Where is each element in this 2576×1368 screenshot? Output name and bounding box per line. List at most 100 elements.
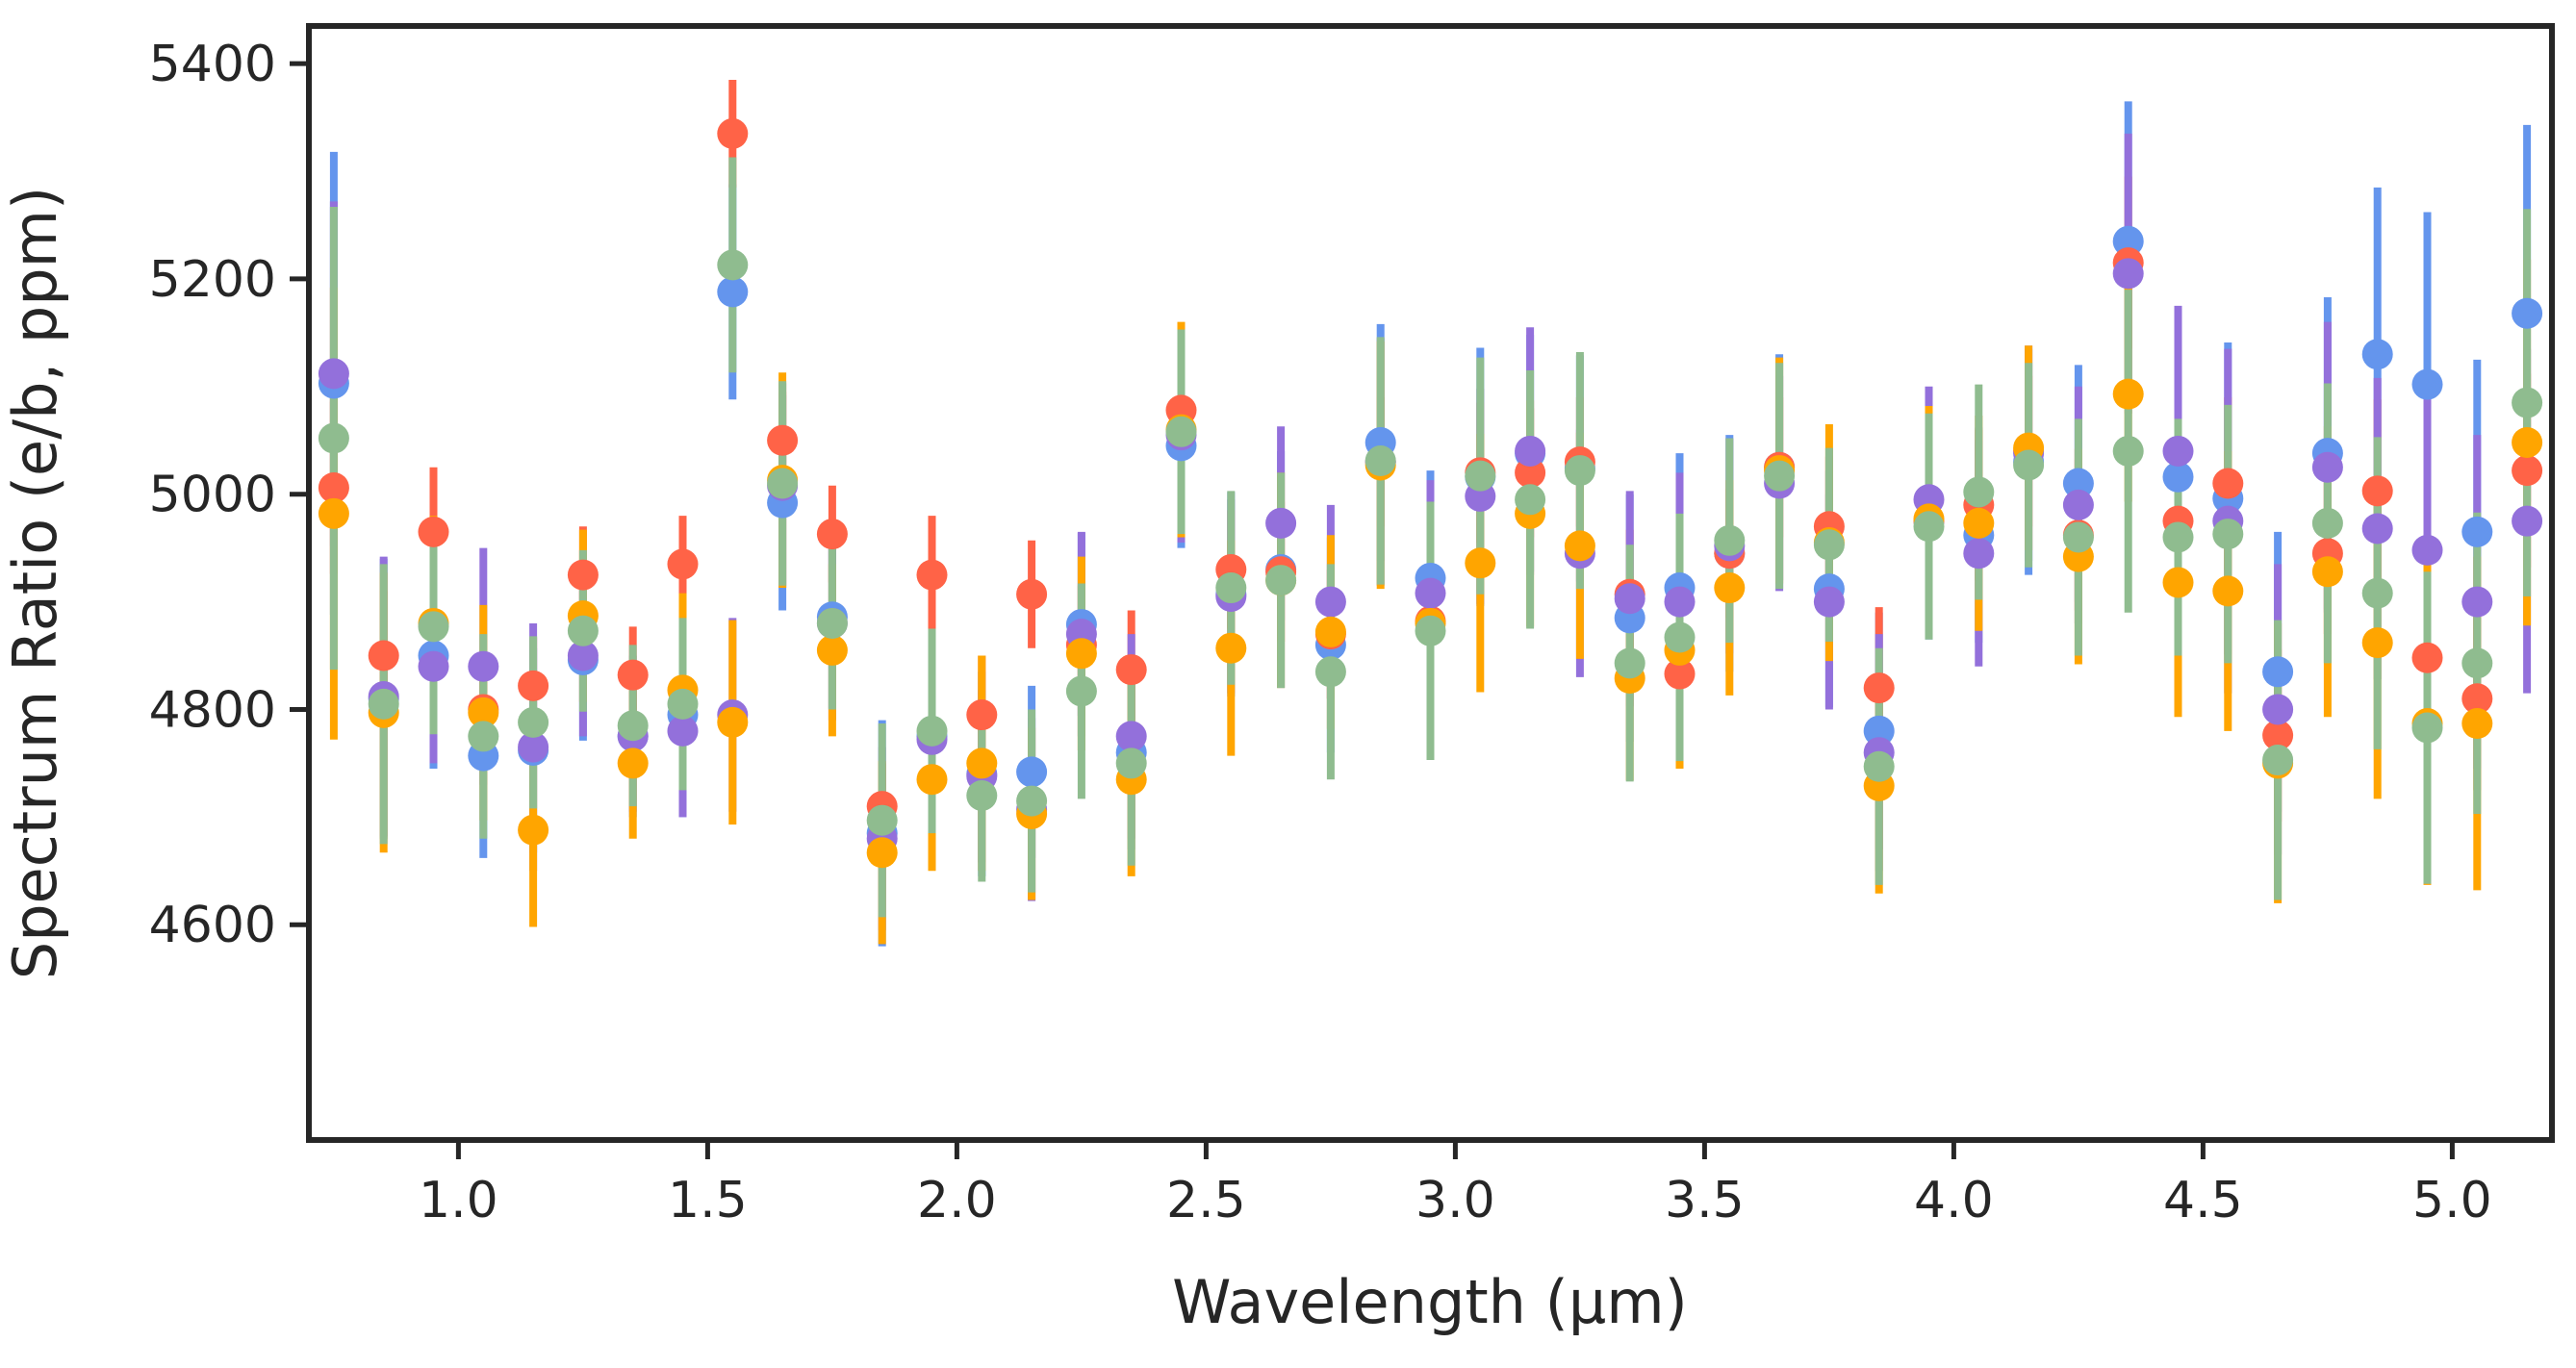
data-point xyxy=(2062,489,2094,520)
data-point xyxy=(2112,378,2144,410)
data-points xyxy=(318,117,2543,869)
data-point xyxy=(2262,694,2294,725)
x-axis-label: Wavelength (μm) xyxy=(1172,1267,1688,1337)
x-tick-label: 4.5 xyxy=(2163,1172,2243,1229)
data-point xyxy=(2512,455,2543,487)
data-point xyxy=(2512,426,2543,458)
data-point xyxy=(2013,449,2045,481)
data-point xyxy=(2162,461,2194,493)
data-point xyxy=(866,837,898,869)
y-tick-label: 4600 xyxy=(149,897,276,954)
data-point xyxy=(418,650,449,682)
data-point xyxy=(2411,642,2443,673)
x-tick-label: 1.5 xyxy=(668,1172,748,1229)
data-point xyxy=(1265,565,1297,596)
data-point xyxy=(1664,658,1696,690)
data-point xyxy=(916,715,948,747)
axis-ticks: 1.0 1.5 2.0 2.5 3.0 3.5 4.0 4.5 5.0 4600 4800 5000 5… xyxy=(149,36,2492,1229)
y-tick-label: 5200 xyxy=(149,251,276,309)
data-point xyxy=(1515,435,1546,467)
data-point xyxy=(2311,507,2343,539)
series-green-error-bars xyxy=(329,157,2532,918)
data-point xyxy=(518,670,549,701)
x-tick-label: 4.0 xyxy=(1914,1172,1994,1229)
data-point xyxy=(2461,708,2493,740)
x-tick-label: 3.5 xyxy=(1665,1172,1745,1229)
data-point xyxy=(518,706,549,738)
data-point xyxy=(617,747,649,779)
data-point xyxy=(2262,720,2294,751)
data-point xyxy=(617,659,649,691)
data-point xyxy=(1115,654,1147,686)
data-point xyxy=(1614,583,1645,615)
data-point xyxy=(1415,615,1446,646)
data-point xyxy=(2311,556,2343,588)
error-bars xyxy=(329,79,2532,947)
data-point xyxy=(1065,638,1097,670)
data-point xyxy=(1016,756,1048,788)
data-point xyxy=(368,688,399,720)
data-point xyxy=(1165,416,1197,447)
data-point xyxy=(2361,475,2393,507)
data-point xyxy=(2212,519,2244,550)
data-point xyxy=(916,764,948,796)
data-point xyxy=(2461,586,2493,618)
data-point xyxy=(318,471,349,503)
data-point xyxy=(418,516,449,547)
data-point xyxy=(1314,656,1346,688)
data-point xyxy=(966,779,998,811)
data-point xyxy=(2112,225,2144,257)
data-point xyxy=(1963,476,1995,508)
data-point xyxy=(1963,507,1995,539)
data-point xyxy=(1465,547,1496,579)
data-point xyxy=(1515,457,1546,489)
x-tick-label: 5.0 xyxy=(2412,1172,2492,1229)
data-point xyxy=(866,804,898,836)
data-point xyxy=(2212,468,2244,499)
data-point xyxy=(717,117,749,149)
data-point xyxy=(2361,627,2393,659)
data-point xyxy=(1365,445,1396,477)
data-point xyxy=(1813,586,1845,618)
data-point xyxy=(966,747,998,779)
data-point xyxy=(2062,468,2094,499)
data-point xyxy=(2162,521,2194,553)
data-point xyxy=(1614,647,1645,679)
data-point xyxy=(1564,455,1595,487)
data-point xyxy=(2411,368,2443,400)
data-point xyxy=(667,715,699,747)
data-point xyxy=(1813,529,1845,561)
data-point xyxy=(966,699,998,731)
data-point xyxy=(667,688,699,720)
data-point xyxy=(2162,567,2194,598)
data-point xyxy=(1115,747,1147,779)
x-tick-label: 1.0 xyxy=(419,1172,498,1229)
data-point xyxy=(816,607,848,639)
data-point xyxy=(816,634,848,666)
data-point xyxy=(1863,715,1895,747)
data-point xyxy=(318,497,349,529)
data-point xyxy=(1065,675,1097,707)
data-point xyxy=(767,468,799,499)
data-point xyxy=(2411,534,2443,566)
data-point xyxy=(717,249,749,281)
data-point xyxy=(1714,572,1746,604)
data-point xyxy=(1016,785,1048,817)
data-point xyxy=(2411,712,2443,744)
data-point xyxy=(1314,586,1346,618)
data-point xyxy=(1465,460,1496,492)
data-point xyxy=(318,358,349,390)
data-point xyxy=(816,519,848,550)
x-tick-label: 3.0 xyxy=(1416,1172,1495,1229)
data-point xyxy=(1314,616,1346,647)
data-point xyxy=(468,650,499,682)
data-point xyxy=(2062,521,2094,553)
data-point xyxy=(717,276,749,308)
y-axis-label: Spectrum Ratio (e/b, ppm) xyxy=(0,187,70,979)
data-point xyxy=(2262,656,2294,688)
data-point xyxy=(1863,672,1895,704)
data-point xyxy=(418,611,449,643)
data-point xyxy=(717,706,749,738)
y-tick-label: 5000 xyxy=(149,467,276,524)
